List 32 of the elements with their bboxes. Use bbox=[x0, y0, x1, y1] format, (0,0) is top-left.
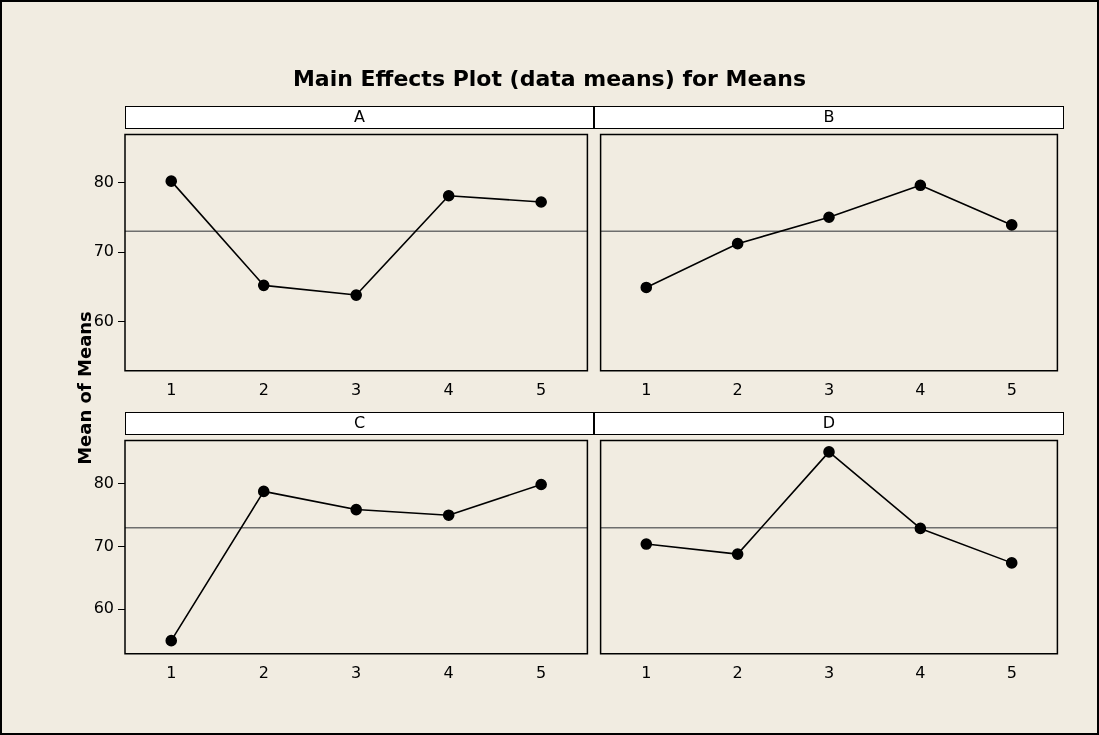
text: Main Effects Plot (data means) for Means bbox=[291, 66, 808, 91]
x-tick-label: 2 bbox=[258, 662, 269, 682]
x-tick-label: 4 bbox=[915, 379, 926, 399]
x-tick-label: 5 bbox=[536, 662, 547, 682]
chart-title: C bbox=[125, 412, 594, 435]
x-tick-label: 1 bbox=[641, 379, 652, 399]
chart-title: B bbox=[594, 106, 1064, 129]
chart-title: A bbox=[125, 106, 594, 129]
x-tick-label: 3 bbox=[823, 379, 835, 399]
y-tick-label: 80 bbox=[93, 473, 114, 493]
x-tick-label: 3 bbox=[351, 662, 362, 682]
y-tick-label: 70 bbox=[93, 535, 114, 555]
x-tick-label: 4 bbox=[443, 662, 454, 682]
x-tick-label: 1 bbox=[166, 379, 177, 399]
y-tick-label: 60 bbox=[93, 310, 114, 330]
x-tick-label: 3 bbox=[823, 662, 835, 682]
x-tick-label: 2 bbox=[258, 379, 269, 399]
x-tick-label: 4 bbox=[915, 662, 926, 682]
x-tick-label: 5 bbox=[1006, 662, 1017, 682]
x-tick-label: 1 bbox=[641, 662, 652, 682]
x-tick-label: 2 bbox=[732, 379, 743, 399]
x-tick-label: 1 bbox=[166, 662, 177, 682]
y-tick-label: 70 bbox=[93, 241, 114, 261]
y-tick-label: 80 bbox=[93, 171, 114, 191]
x-tick-label: 3 bbox=[351, 379, 362, 399]
x-tick-label: 5 bbox=[536, 379, 547, 399]
x-tick-label: 2 bbox=[732, 662, 743, 682]
chart-title: D bbox=[594, 412, 1064, 435]
y-tick-label: 60 bbox=[93, 598, 114, 618]
y-axis-title: Mean of Means bbox=[73, 311, 95, 465]
x-tick-label: 5 bbox=[1006, 379, 1017, 399]
x-tick-label: 4 bbox=[443, 379, 454, 399]
